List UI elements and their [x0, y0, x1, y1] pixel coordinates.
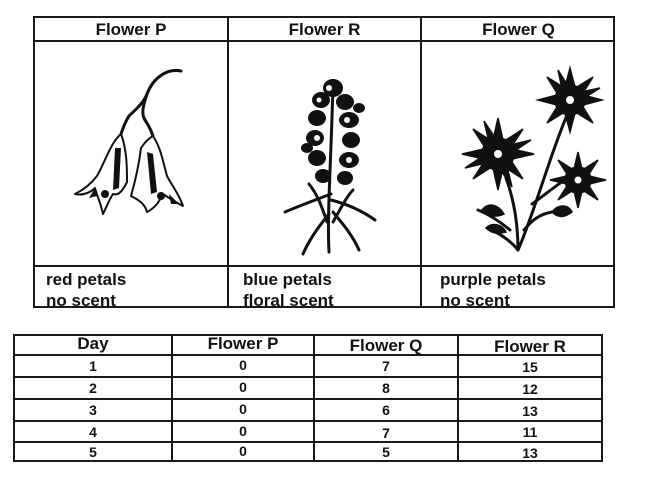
panel-divider — [35, 265, 613, 267]
flower-q-description: purple petals no scent — [440, 269, 546, 311]
flower-r-illustration — [229, 44, 420, 266]
flower-p-petals: red petals — [46, 270, 127, 289]
daisy-flower-icon — [461, 65, 607, 252]
table-cell: 13 — [522, 445, 538, 461]
table-cell: 7 — [382, 358, 390, 374]
table-rule — [13, 460, 603, 462]
table-rule — [13, 398, 603, 400]
flower-r-heading: Flower R — [288, 20, 361, 39]
table-cell: 6 — [382, 402, 390, 418]
table-rule — [13, 441, 603, 443]
table-rule — [313, 334, 315, 462]
table-rule — [457, 334, 459, 462]
panel-divider — [35, 40, 613, 42]
flower-panel: Flower P Flower R Flower Q — [33, 16, 615, 311]
flower-p-illustration — [35, 44, 227, 266]
table-cell: 0 — [239, 401, 247, 417]
header-flower-p: Flower P — [207, 334, 279, 353]
table-cell: 2 — [89, 380, 97, 396]
table-cell: 7 — [382, 425, 390, 441]
panel-divider — [227, 18, 229, 306]
table-cell: 0 — [239, 443, 247, 459]
table-cell: 12 — [522, 381, 538, 397]
flower-q-illustration — [422, 44, 615, 266]
table-cell: 4 — [89, 424, 97, 440]
table-cell: 11 — [522, 424, 538, 440]
table-cell: 13 — [522, 403, 538, 419]
header-flower-q: Flower Q — [349, 336, 423, 355]
table-rule — [13, 334, 603, 336]
flower-p-scent: no scent — [46, 291, 116, 310]
table-rule — [601, 334, 603, 462]
flower-p-description: red petals no scent — [46, 269, 126, 311]
table-cell: 5 — [382, 444, 390, 460]
table-rule — [13, 376, 603, 378]
table-cell: 15 — [522, 359, 538, 375]
flower-r-description: blue petals floral scent — [243, 269, 334, 311]
table-rule — [13, 420, 603, 422]
bell-flower-icon — [74, 68, 184, 215]
table-cell: 8 — [382, 380, 390, 396]
table-cell: 0 — [239, 379, 247, 395]
flower-q-heading: Flower Q — [482, 20, 555, 39]
flower-p-heading: Flower P — [95, 20, 167, 39]
panel-divider — [420, 18, 422, 306]
header-flower-r: Flower R — [494, 337, 566, 356]
table-cell: 0 — [239, 357, 247, 373]
flower-r-petals: blue petals — [243, 270, 332, 289]
table-cell: 1 — [89, 358, 97, 374]
table-cell: 5 — [89, 444, 97, 460]
snapdragon-flower-icon — [283, 79, 377, 256]
table-cell: 0 — [239, 423, 247, 439]
table-cell: 3 — [89, 402, 97, 418]
flower-q-petals: purple petals — [440, 270, 546, 289]
table-rule — [13, 354, 603, 356]
flower-q-scent: no scent — [440, 291, 510, 310]
flower-r-scent: floral scent — [243, 291, 334, 310]
table-rule — [171, 334, 173, 462]
visits-table: Day Flower P Flower Q Flower R 1 0 7 15 … — [13, 334, 603, 462]
header-day: Day — [77, 334, 109, 353]
table-rule — [13, 334, 15, 462]
